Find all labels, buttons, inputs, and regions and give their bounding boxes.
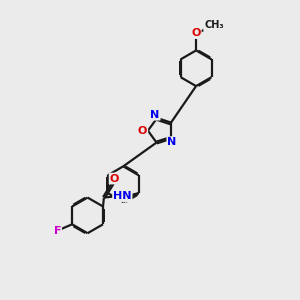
- Text: N: N: [167, 137, 177, 147]
- Text: O: O: [191, 28, 201, 38]
- Text: F: F: [53, 226, 61, 236]
- Text: O: O: [110, 173, 119, 184]
- Text: N: N: [150, 110, 160, 120]
- Text: O: O: [138, 126, 147, 136]
- Text: HN: HN: [113, 191, 132, 201]
- Text: CH₃: CH₃: [204, 20, 224, 31]
